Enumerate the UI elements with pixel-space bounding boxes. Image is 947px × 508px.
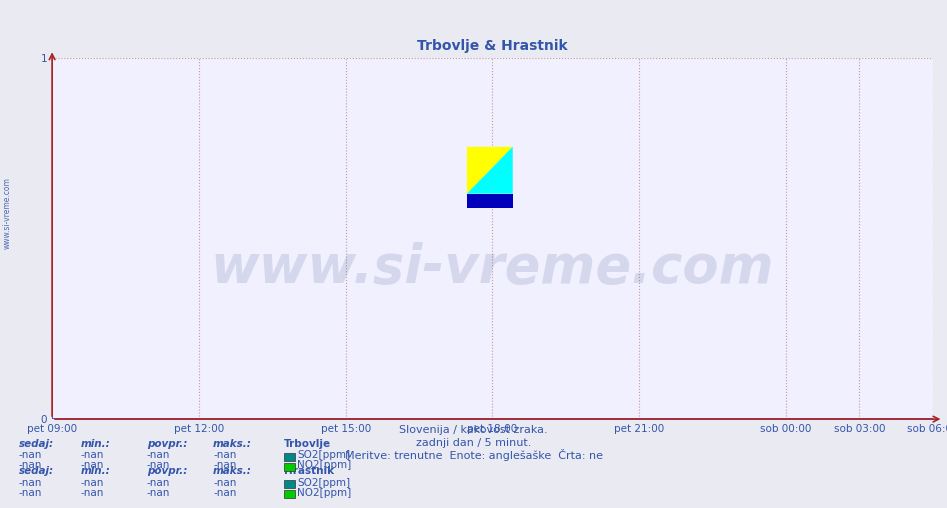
Text: zadnji dan / 5 minut.: zadnji dan / 5 minut. — [416, 438, 531, 448]
Text: Meritve: trenutne  Enote: anglešaške  Črta: ne: Meritve: trenutne Enote: anglešaške Črta… — [345, 449, 602, 461]
Text: -nan: -nan — [147, 488, 170, 498]
Text: -nan: -nan — [213, 460, 237, 470]
Text: -nan: -nan — [19, 488, 43, 498]
Text: min.:: min.: — [80, 466, 110, 477]
Text: www.si-vreme.com: www.si-vreme.com — [210, 242, 775, 294]
Text: sedaj:: sedaj: — [19, 439, 54, 449]
Text: min.:: min.: — [80, 439, 110, 449]
Text: -nan: -nan — [80, 450, 104, 460]
Text: -nan: -nan — [147, 460, 170, 470]
Text: Hrastnik: Hrastnik — [284, 466, 334, 477]
Text: -nan: -nan — [213, 478, 237, 488]
Text: -nan: -nan — [213, 488, 237, 498]
Text: -nan: -nan — [80, 488, 104, 498]
Text: -nan: -nan — [213, 450, 237, 460]
Text: -nan: -nan — [147, 450, 170, 460]
Title: Trbovlje & Hrastnik: Trbovlje & Hrastnik — [417, 39, 568, 53]
Text: NO2[ppm]: NO2[ppm] — [297, 460, 351, 470]
Text: SO2[ppm]: SO2[ppm] — [297, 450, 350, 460]
Text: -nan: -nan — [147, 478, 170, 488]
Text: www.si-vreme.com: www.si-vreme.com — [3, 177, 12, 249]
Text: -nan: -nan — [80, 460, 104, 470]
Text: NO2[ppm]: NO2[ppm] — [297, 488, 351, 498]
Text: -nan: -nan — [80, 478, 104, 488]
Text: Trbovlje: Trbovlje — [284, 439, 331, 449]
Text: -nan: -nan — [19, 478, 43, 488]
Text: maks.:: maks.: — [213, 439, 252, 449]
Polygon shape — [467, 147, 512, 194]
Polygon shape — [467, 147, 512, 194]
Text: sedaj:: sedaj: — [19, 466, 54, 477]
Polygon shape — [467, 194, 512, 208]
Text: -nan: -nan — [19, 450, 43, 460]
Text: SO2[ppm]: SO2[ppm] — [297, 478, 350, 488]
Text: povpr.:: povpr.: — [147, 466, 188, 477]
Text: povpr.:: povpr.: — [147, 439, 188, 449]
Text: -nan: -nan — [19, 460, 43, 470]
Text: maks.:: maks.: — [213, 466, 252, 477]
Text: Slovenija / kakovost zraka.: Slovenija / kakovost zraka. — [400, 425, 547, 435]
